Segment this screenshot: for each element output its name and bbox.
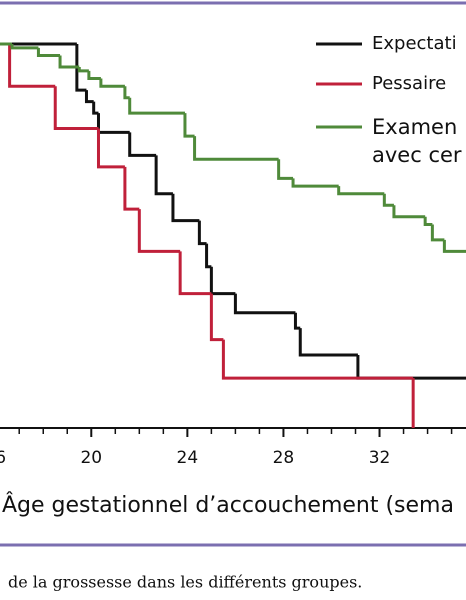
step-segment: [123, 166, 140, 211]
step-segment: [99, 78, 125, 88]
step-segment: [36, 47, 61, 58]
step-segment: [77, 67, 89, 73]
legend-label: Pessaire: [372, 73, 446, 94]
step-segment: [171, 193, 200, 223]
step-segment: [209, 293, 224, 342]
step-segment: [382, 193, 394, 207]
step-segment: [233, 293, 296, 315]
step-segment: [183, 113, 195, 138]
step-segment: [96, 113, 130, 134]
step-segment: [53, 86, 99, 130]
x-axis-label: Âge gestationnel d’accouchement (sema: [2, 492, 454, 518]
step-segment: [137, 209, 181, 253]
x-tick-label: 16: [0, 448, 6, 468]
step-segment: [430, 224, 445, 242]
caption: de la grossesse dans les différents grou…: [8, 573, 362, 592]
step-segment: [84, 90, 94, 104]
step-segment: [277, 159, 294, 180]
step-segment: [154, 155, 173, 196]
step-segment: [128, 132, 157, 157]
step-segment: [392, 205, 426, 219]
legend-label: Expectati: [372, 33, 457, 54]
step-segment: [58, 55, 80, 69]
x-tick-label: 24: [177, 448, 199, 468]
step-segment: [291, 178, 339, 188]
step-segment: [423, 216, 433, 226]
step-segment: [8, 44, 56, 88]
step-segment: [10, 44, 39, 50]
step-segment: [221, 339, 414, 380]
step-segment: [197, 220, 207, 246]
step-segment: [209, 266, 236, 296]
step-segment: [205, 243, 212, 269]
step-segment: [193, 136, 279, 161]
step-segment: [123, 86, 130, 100]
step-segment: [337, 186, 385, 196]
x-tick-label: 28: [273, 448, 295, 468]
step-segment: [298, 328, 358, 357]
step-segment: [293, 312, 301, 330]
step-segment: [128, 97, 185, 115]
step-segment: [75, 44, 87, 92]
step-segment: [442, 239, 466, 253]
step-segment: [96, 128, 125, 169]
x-tick-label: 32: [369, 448, 391, 468]
step-segment: [178, 251, 212, 296]
legend-label: Examen avec cer: [372, 115, 462, 167]
step-segment: [356, 355, 466, 380]
step-segment: [87, 70, 101, 81]
step-segment: [92, 101, 99, 115]
x-tick-label: 20: [80, 448, 102, 468]
